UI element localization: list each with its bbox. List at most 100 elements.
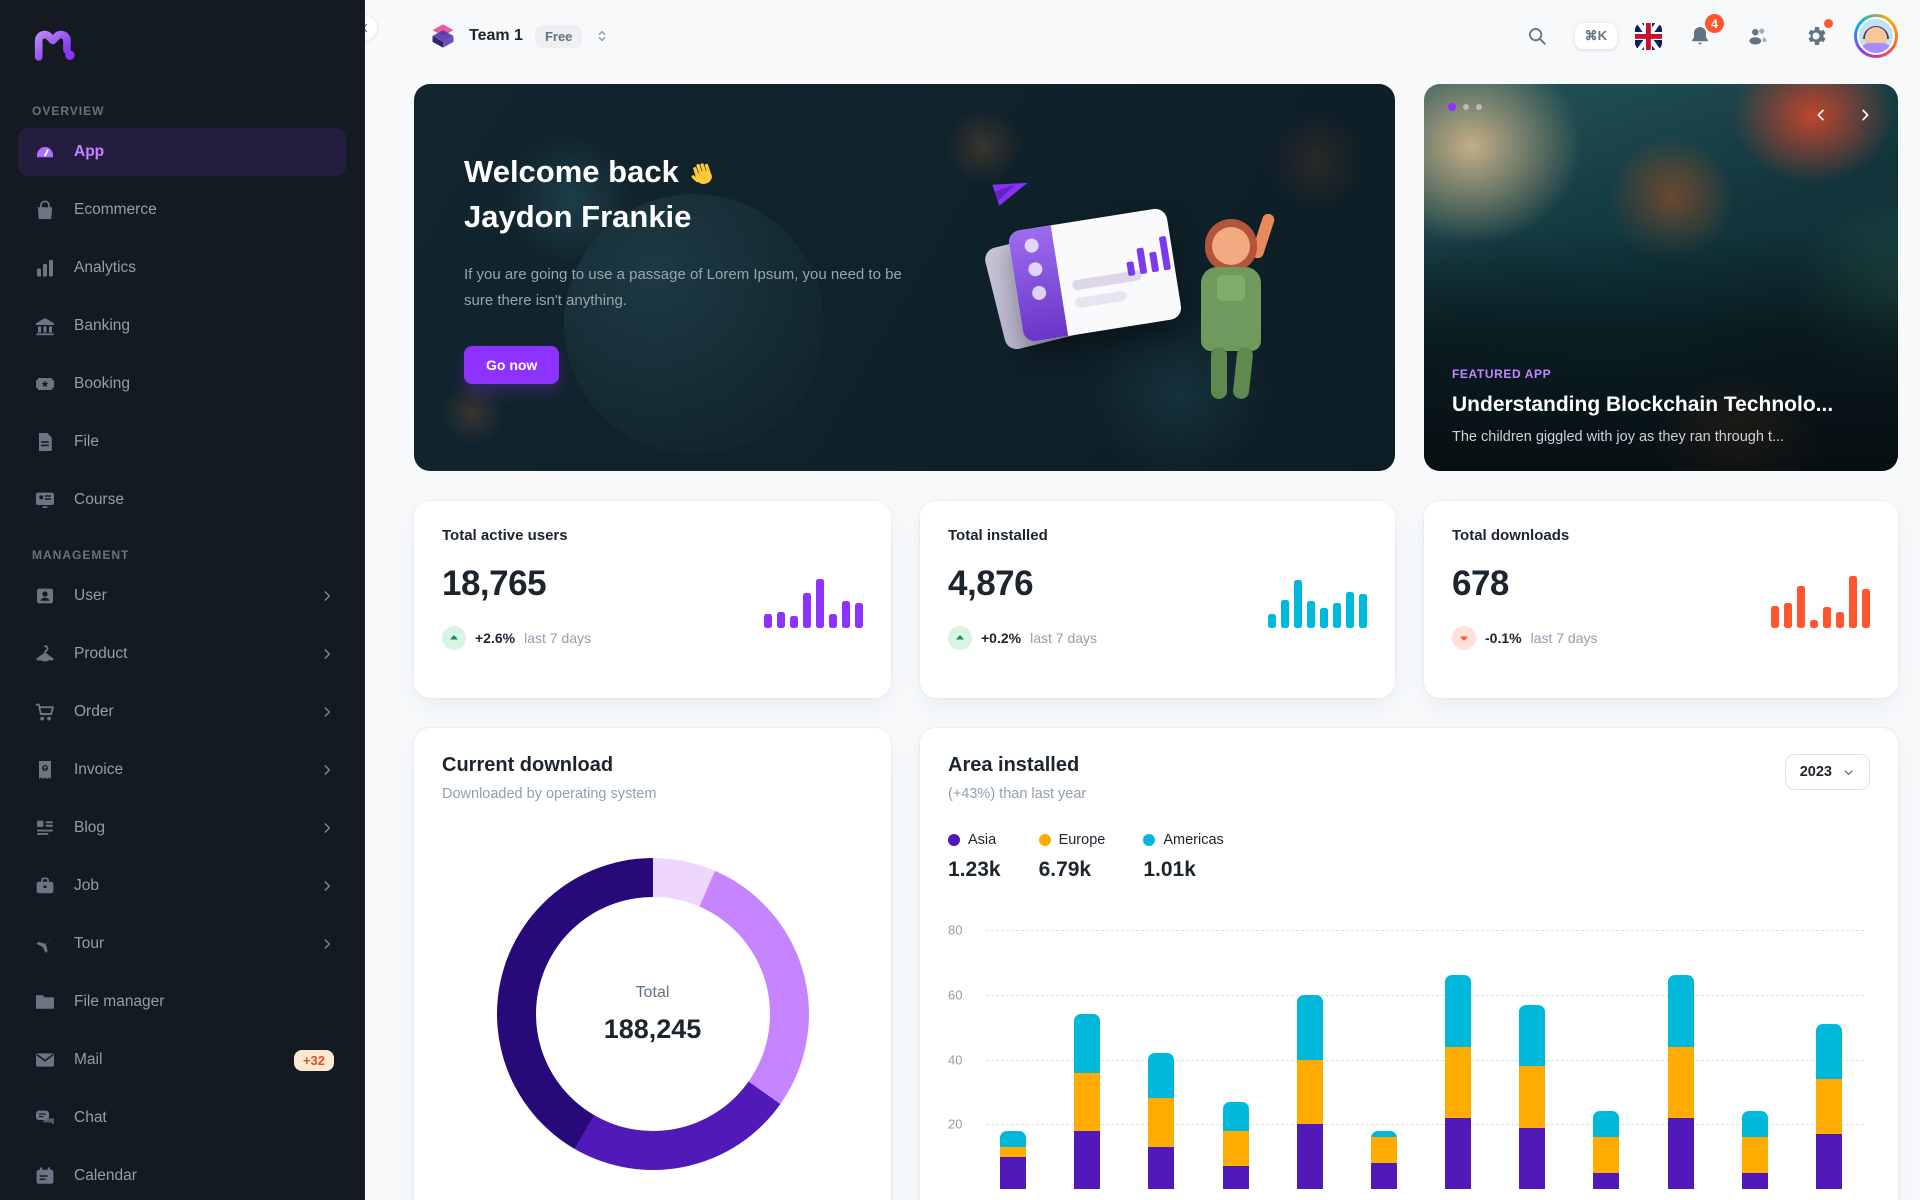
notification-count-badge: 4 [1705, 14, 1724, 33]
stat-title: Total downloads [1452, 527, 1570, 544]
stat-period: last 7 days [524, 630, 592, 646]
stat-value: 678 [1452, 564, 1509, 603]
stacked-bar [1667, 975, 1694, 1189]
sidebar-item-app[interactable]: App [18, 128, 346, 176]
welcome-illustration [975, 174, 1305, 409]
monitor-icon [32, 487, 58, 513]
sidebar-item-analytics[interactable]: Analytics [18, 244, 346, 292]
sidebar-item-order[interactable]: Order [18, 688, 346, 736]
sidebar-item-chat[interactable]: Chat [18, 1094, 346, 1142]
stat-sparkline-chart [1771, 572, 1870, 628]
notifications-button[interactable]: 4 [1680, 14, 1724, 56]
carousel-dot[interactable] [1476, 104, 1482, 110]
sidebar-item-tour[interactable]: Tour [18, 920, 346, 968]
chevron-right-icon [320, 763, 334, 777]
chart-legend: Asia 1.23k Europe 6.79k Americas 1.01k [948, 832, 1870, 882]
team-name: Team 1 [469, 27, 523, 44]
carousel-dot-active[interactable] [1448, 103, 1456, 111]
sidebar-item-blog[interactable]: Blog [18, 804, 346, 852]
stacked-bar [1445, 975, 1472, 1189]
stacked-bar [1593, 1111, 1620, 1189]
legend-dot [1038, 834, 1051, 846]
blog-icon [32, 815, 58, 841]
card-title: Area installed [948, 754, 1080, 776]
user-avatar-button[interactable] [1854, 14, 1898, 58]
ticket-icon [32, 371, 58, 397]
legend-dot [1143, 834, 1156, 846]
stacked-bar [1741, 1111, 1768, 1189]
sidebar-item-label: File manager [74, 993, 165, 1010]
keyboard-shortcut-badge[interactable]: ⌘K [1574, 23, 1617, 49]
legend-label: Asia [968, 832, 997, 848]
sidebar-item-job[interactable]: Job [18, 862, 346, 910]
chevron-right-icon [1862, 109, 1869, 121]
team-cube-icon [432, 24, 454, 48]
sidebar-item-file-manager[interactable]: File manager [18, 978, 346, 1026]
stat-sparkline-chart [764, 572, 863, 628]
gridline [986, 1059, 1864, 1061]
legend-item-americas: Americas 1.01k [1143, 832, 1224, 882]
gridline [986, 1124, 1864, 1126]
sidebar-item-course[interactable]: Course [18, 476, 346, 524]
mail-count-badge: +32 [293, 1049, 334, 1071]
sidebar-item-label: Ecommerce [74, 201, 157, 218]
sidebar-item-mail[interactable]: Mail +32 [18, 1036, 346, 1084]
year-select[interactable]: 2023 [1784, 754, 1870, 790]
search-button[interactable] [1517, 16, 1557, 56]
sidebar-item-invoice[interactable]: Invoice [18, 746, 346, 794]
sidebar-item-label: Booking [74, 375, 131, 392]
sidebar-item-label: Calendar [74, 1167, 137, 1184]
stacked-bar-chart: 80 60 40 20 [948, 910, 1870, 1200]
search-icon [1528, 28, 1546, 45]
go-now-button[interactable]: Go now [464, 346, 560, 385]
download-donut-chart: Total 188,245 [496, 858, 809, 1170]
top-bar: Team 1 Free ⌘K 4 [365, 0, 1920, 72]
y-axis-tick-label: 20 [948, 1116, 963, 1132]
workspace-switcher[interactable]: Team 1 Free [429, 22, 610, 50]
bars-row [1000, 910, 1842, 1189]
sidebar-nav: OVERVIEW App Ecommerce Analytics Banking Book… [18, 90, 346, 1200]
contacts-button[interactable] [1738, 16, 1778, 56]
app-logo[interactable] [32, 22, 346, 66]
welcome-user-name: Jaydon Frankie [464, 198, 692, 234]
header-actions: ⌘K 4 [1517, 14, 1898, 58]
sidebar-item-booking[interactable]: Booking [18, 360, 346, 408]
mail-icon [32, 1047, 58, 1073]
sidebar-item-user[interactable]: User [18, 572, 346, 620]
sidebar-item-label: Course [74, 491, 124, 508]
chat-icon [32, 1105, 58, 1131]
stacked-bar [1074, 1014, 1101, 1189]
y-axis-tick-label: 80 [948, 922, 963, 938]
sidebar-item-label: Blog [74, 819, 106, 836]
sidebar-item-product[interactable]: Product [18, 630, 346, 678]
settings-alert-dot [1824, 19, 1833, 28]
chevron-left-icon [365, 23, 368, 33]
contacts-icon [1749, 28, 1767, 45]
sidebar-item-label: Order [74, 703, 114, 720]
gauge-icon [32, 139, 58, 165]
y-axis-tick-label: 60 [948, 987, 963, 1003]
bag-icon [32, 197, 58, 223]
sidebar-item-calendar[interactable]: Calendar [18, 1152, 346, 1200]
sidebar-item-file[interactable]: File [18, 418, 346, 466]
sidebar-item-ecommerce[interactable]: Ecommerce [18, 186, 346, 234]
card-title: Current download [442, 754, 614, 776]
gear-icon [1808, 27, 1826, 45]
donut-total-value: 188,245 [603, 1013, 702, 1044]
language-flag-button[interactable] [1635, 22, 1662, 50]
welcome-body: If you are going to use a passage of Lor… [464, 265, 902, 310]
current-download-card: Current download Downloaded by operating… [414, 728, 891, 1200]
carousel-next-button[interactable] [1850, 100, 1880, 130]
cart-icon [32, 699, 58, 725]
carousel-dot[interactable] [1463, 104, 1469, 110]
sidebar-item-banking[interactable]: Banking [18, 302, 346, 350]
year-select-value: 2023 [1799, 764, 1832, 780]
chevron-right-icon [320, 705, 334, 719]
receipt-icon [32, 757, 58, 783]
stat-delta: +2.6% [475, 630, 516, 646]
carousel-prev-button[interactable] [1806, 100, 1836, 130]
featured-app-subtitle: The children giggled with joy as they ra… [1452, 429, 1785, 445]
chevron-right-icon [320, 589, 334, 603]
settings-button[interactable] [1796, 16, 1836, 56]
featured-app-title[interactable]: Understanding Blockchain Technolo... [1452, 393, 1834, 416]
